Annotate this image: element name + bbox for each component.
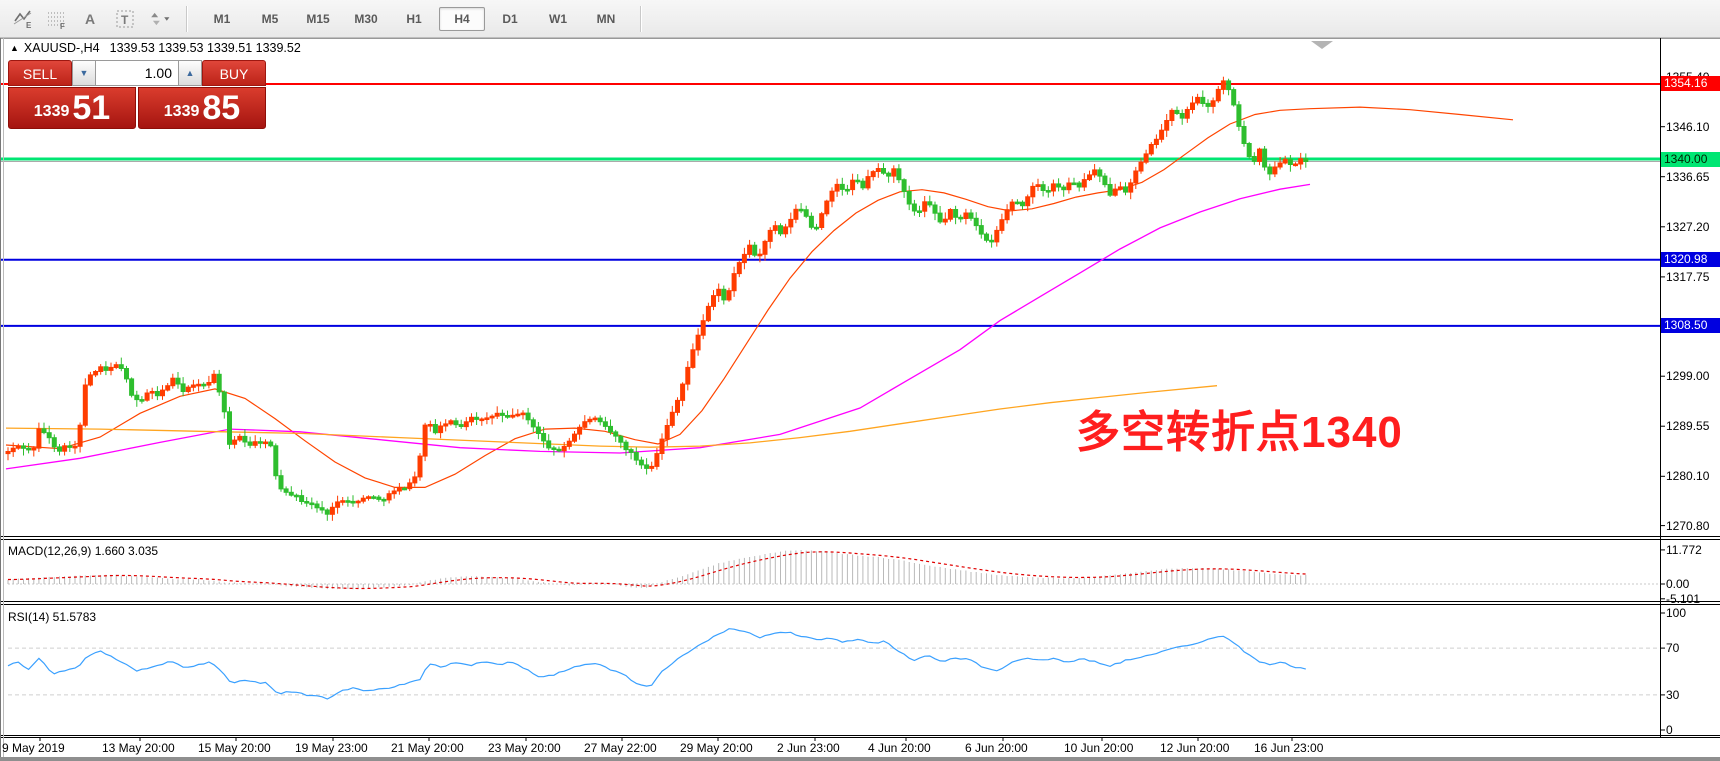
grid-icon[interactable]: F: [43, 5, 71, 33]
indicator-chart-icon[interactable]: E: [9, 5, 37, 33]
price-tick-label: 1270.80: [1666, 518, 1710, 533]
time-axis-label: 29 May 20:00: [680, 741, 753, 755]
time-axis-label: 6 Jun 20:00: [965, 741, 1028, 755]
volume-input[interactable]: 1.00: [96, 60, 178, 86]
timeframe-button-m15[interactable]: M15: [306, 11, 330, 26]
macd-axis-label: 11.772: [1666, 542, 1702, 557]
buy-price-button[interactable]: 1339 85: [138, 87, 266, 129]
time-axis-label: 12 Jun 20:00: [1160, 741, 1230, 755]
time-axis-label: 9 May 2019: [2, 741, 65, 755]
time-axis-label: 2 Jun 23:00: [777, 741, 840, 755]
svg-text:T: T: [121, 13, 129, 27]
buy-price-big: 85: [202, 89, 241, 127]
timeframe-button-h1[interactable]: H1: [406, 11, 422, 26]
ohlc-values: 1339.53 1339.53 1339.51 1339.52: [109, 41, 301, 55]
label-a-icon[interactable]: A: [77, 5, 105, 33]
time-axis-label: 13 May 20:00: [102, 741, 175, 755]
cycle-lines-icon[interactable]: [145, 5, 173, 33]
price-tick-label: 1336.65: [1666, 169, 1710, 184]
price-tick-label: 1317.75: [1666, 269, 1710, 284]
buy-button[interactable]: BUY: [202, 60, 266, 86]
toolbar: E F A T: [0, 0, 1720, 38]
time-axis-label: 23 May 20:00: [488, 741, 561, 755]
timeframe-button-m30[interactable]: M30: [354, 11, 378, 26]
timeframe-group: M1 M5 M15 M30 H1 H4 D1 W1 MN: [192, 0, 636, 37]
volume-decrease-button[interactable]: ▼: [72, 60, 96, 86]
macd-indicator-label: MACD(12,26,9) 1.660 3.035: [8, 544, 159, 558]
sell-price-prefix: 1339: [33, 103, 70, 120]
collapse-icon[interactable]: ▲: [10, 43, 19, 53]
text-tool-icon[interactable]: T: [111, 5, 139, 33]
timeframe-button-d1[interactable]: D1: [502, 11, 518, 26]
price-tick-label: 1289.55: [1666, 419, 1710, 434]
drawing-tools-group: E F A T: [0, 0, 182, 37]
time-axis-label: 16 Jun 23:00: [1254, 741, 1324, 755]
rsi-axis-label: 30: [1666, 687, 1680, 702]
timeframe-button-m5[interactable]: M5: [261, 11, 279, 26]
chart-shift-marker-icon[interactable]: [1311, 41, 1333, 49]
svg-text:A: A: [85, 11, 95, 27]
svg-text:E: E: [26, 21, 32, 30]
one-click-trade-panel: SELL ▼ 1.00 ▲ BUY 1339 51 1339 85: [8, 60, 266, 129]
timeframe-button-h4[interactable]: H4: [439, 6, 485, 31]
timeframe-button-m1[interactable]: M1: [213, 11, 231, 26]
price-line-label: 1320.98: [1661, 252, 1720, 268]
time-axis-label: 15 May 20:00: [198, 741, 271, 755]
rsi-indicator-label: RSI(14) 51.5783: [8, 610, 97, 624]
price-tick-label: 1346.10: [1666, 119, 1710, 134]
timeframe-button-w1[interactable]: W1: [549, 11, 567, 26]
time-axis-label: 27 May 22:00: [584, 741, 657, 755]
chart-canvas[interactable]: [0, 38, 1720, 761]
price-line-label: 1354.16: [1661, 76, 1720, 92]
macd-axis-label: 0.00: [1666, 577, 1690, 591]
price-line-label: 1340.00: [1661, 151, 1720, 167]
price-line-label: 1308.50: [1661, 318, 1720, 334]
price-tick-label: 1280.10: [1666, 469, 1710, 484]
sell-button[interactable]: SELL: [8, 60, 72, 86]
quote-title: ▲ XAUUSD-,H4 1339.53 1339.53 1339.51 1339.…: [10, 41, 301, 55]
svg-text:F: F: [60, 22, 65, 30]
chart-window: ▲ XAUUSD-,H4 1339.53 1339.53 1339.51 1339.…: [0, 38, 1720, 761]
toolbar-separator: [640, 5, 642, 32]
sell-price-button[interactable]: 1339 51: [8, 87, 136, 129]
rsi-axis-label: 70: [1666, 641, 1680, 656]
time-axis-label: 21 May 20:00: [391, 741, 464, 755]
rsi-axis-label: 0: [1666, 723, 1673, 737]
price-tick-label: 1299.00: [1666, 369, 1710, 384]
price-tick-label: 1327.20: [1666, 219, 1710, 234]
toolbar-separator: [186, 5, 188, 32]
rsi-axis-label: 100: [1666, 606, 1687, 620]
volume-increase-button[interactable]: ▲: [178, 60, 202, 86]
timeframe-button-mn[interactable]: MN: [596, 11, 616, 26]
sell-price-big: 51: [72, 89, 111, 127]
time-axis-label: 19 May 23:00: [295, 741, 368, 755]
buy-price-prefix: 1339: [163, 103, 200, 120]
symbol-period: XAUUSD-,H4: [23, 41, 100, 55]
macd-axis-label: -5.101: [1666, 591, 1701, 606]
time-axis-label: 4 Jun 20:00: [868, 741, 931, 755]
time-axis-label: 10 Jun 20:00: [1064, 741, 1134, 755]
chart-annotation-text: 多空转折点1340: [1076, 408, 1403, 457]
